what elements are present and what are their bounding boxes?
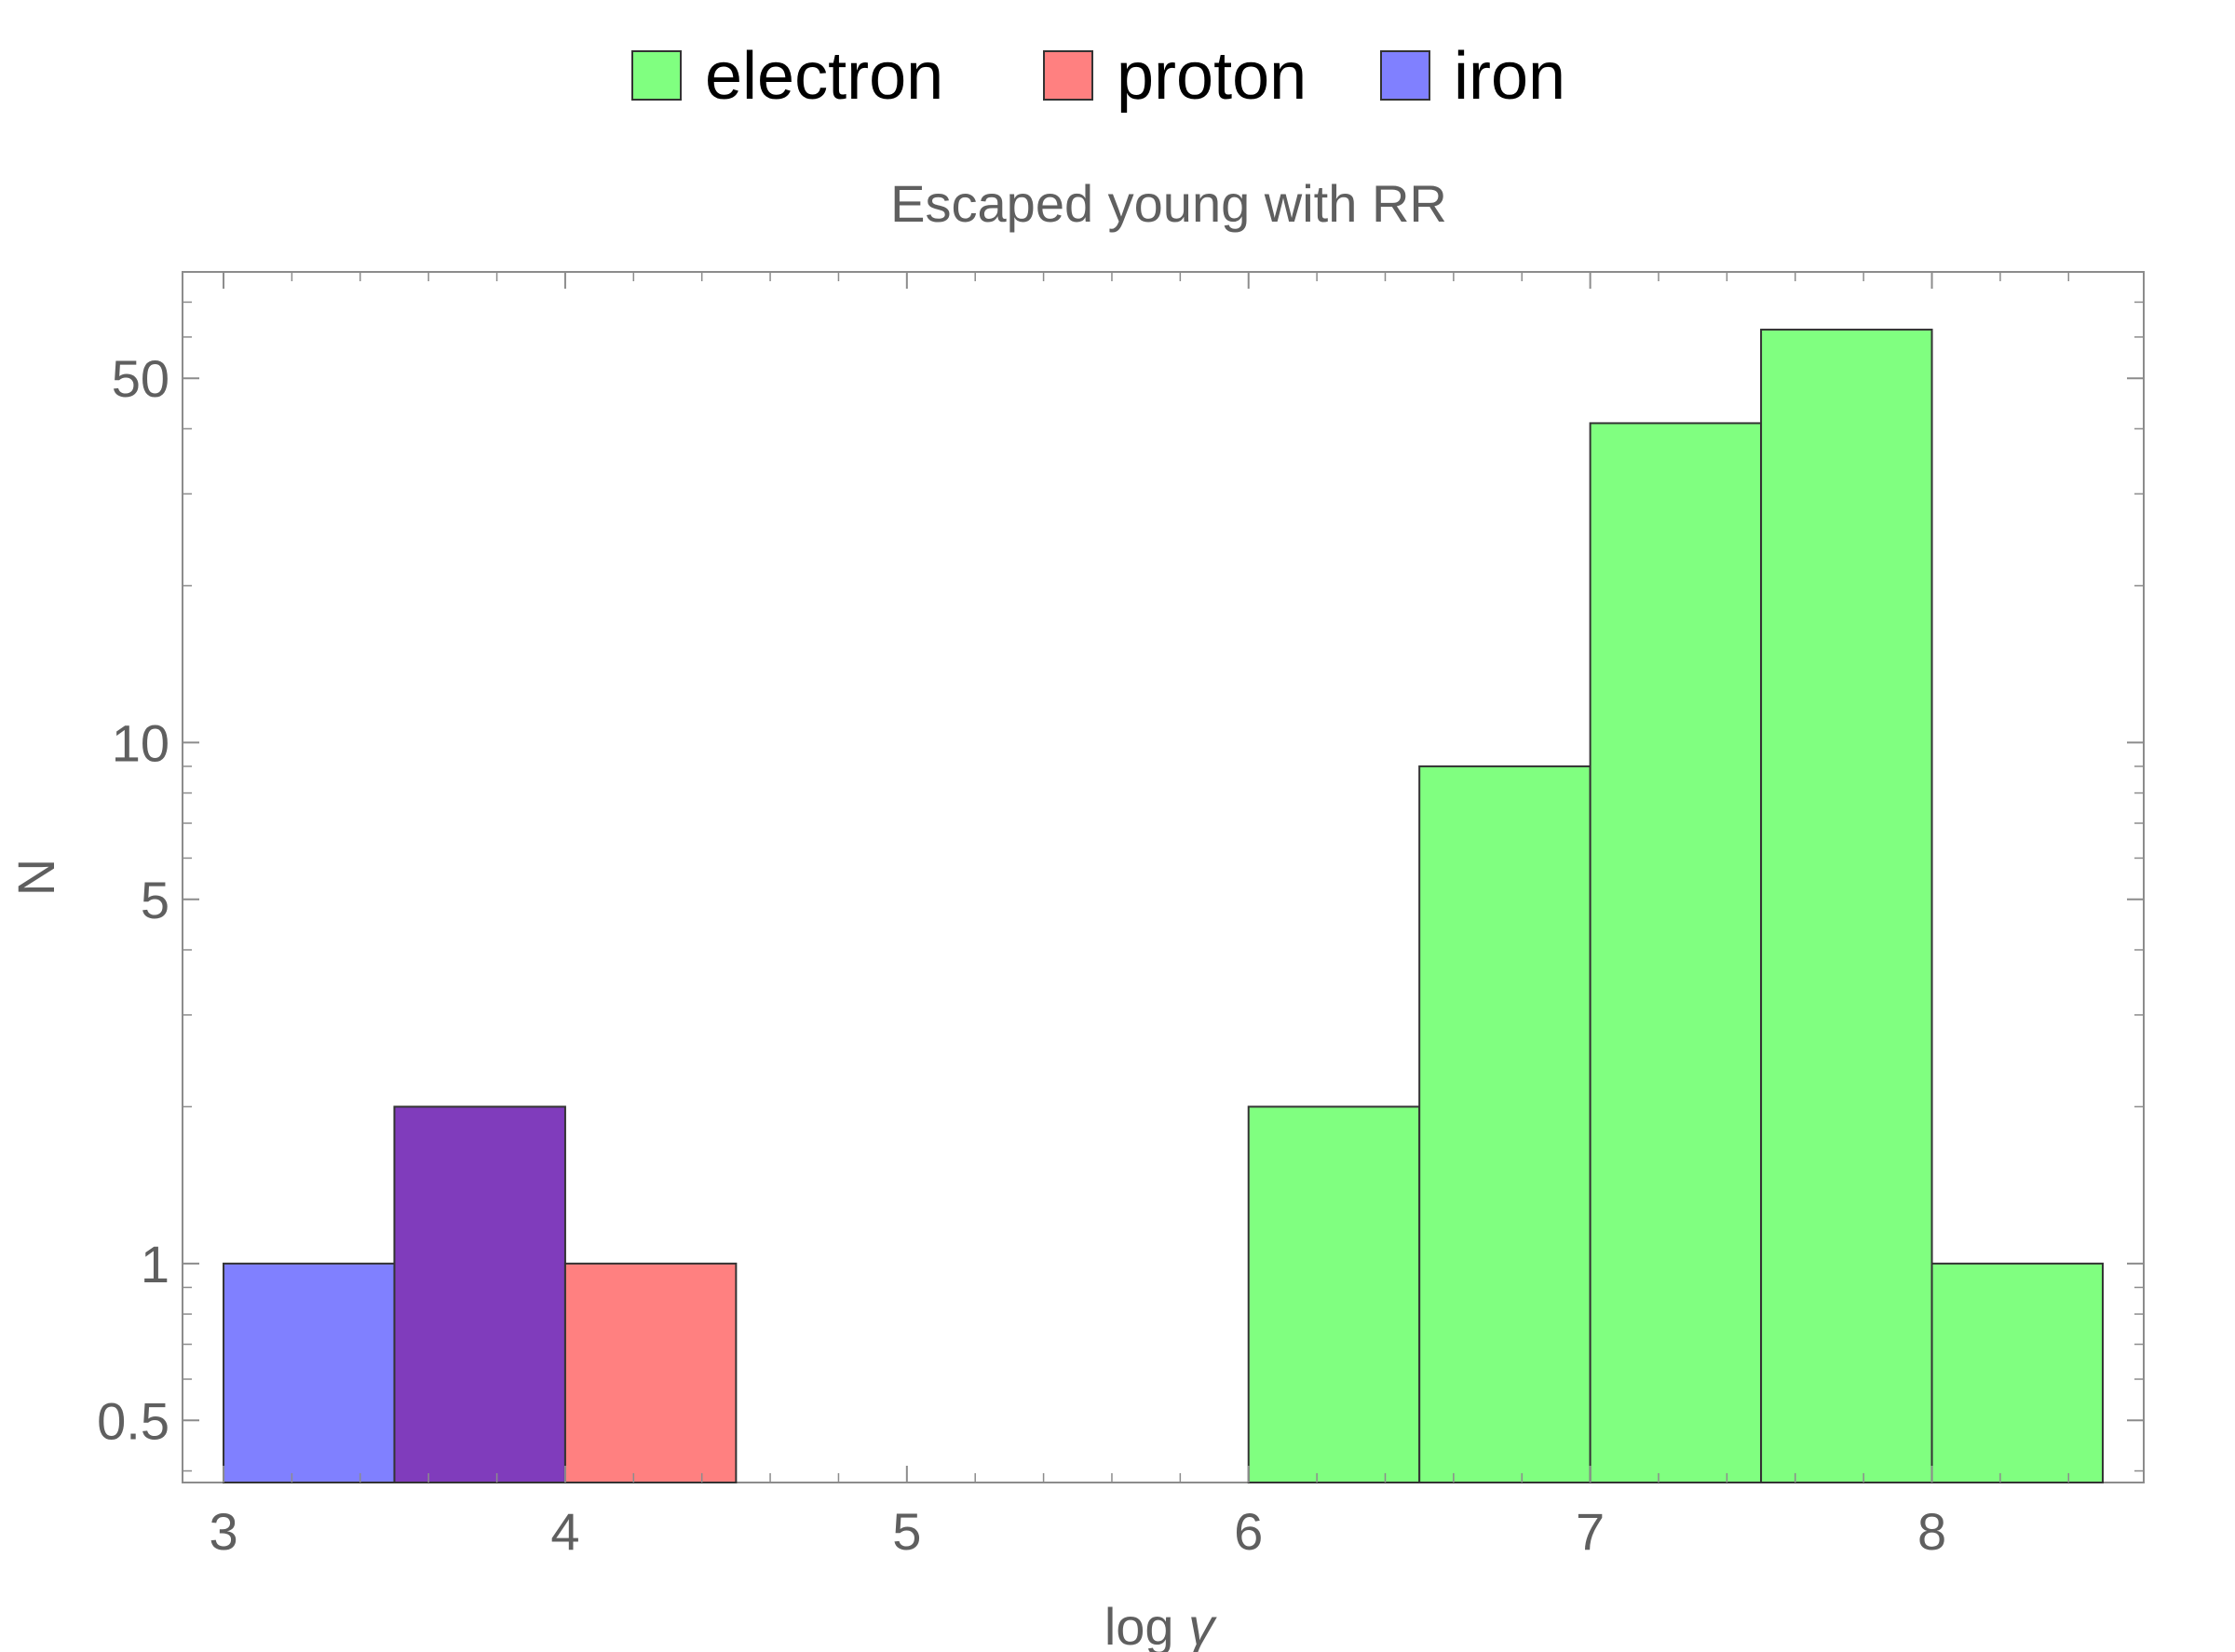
bar-electron-7 <box>1589 422 1763 1483</box>
bar-proton-iron-overlap-3.5 <box>393 1105 566 1483</box>
y-tick-label: 5 <box>141 871 169 929</box>
legend-item-proton: proton <box>1043 39 1307 114</box>
y-tick-label: 50 <box>112 349 169 408</box>
legend: electron proton iron <box>631 39 1565 114</box>
bar-proton-4 <box>563 1262 738 1483</box>
x-tick-label: 5 <box>892 1502 921 1561</box>
bar-electron-6 <box>1247 1105 1421 1483</box>
x-tick-label: 3 <box>209 1502 237 1561</box>
x-axis-label-text: log <box>1104 1597 1188 1652</box>
legend-label-proton: proton <box>1117 39 1307 114</box>
x-axis-label: log γ <box>1104 1597 1217 1652</box>
legend-item-iron: iron <box>1380 39 1565 114</box>
legend-swatch-electron <box>631 50 682 101</box>
legend-label-iron: iron <box>1454 39 1565 114</box>
legend-label-electron: electron <box>705 39 943 114</box>
bar-electron-7.5 <box>1760 328 1933 1484</box>
axis-tick-labels: 3 4 5 6 7 8 0.5 1 5 10 50 <box>97 349 1946 1561</box>
y-tick-label: 0.5 <box>97 1391 169 1450</box>
histogram-bars <box>223 328 2104 1484</box>
bar-iron-3 <box>223 1262 396 1483</box>
legend-swatch-iron <box>1380 50 1430 101</box>
x-tick-label: 4 <box>550 1502 579 1561</box>
y-axis-label: N <box>7 859 65 896</box>
x-tick-label: 6 <box>1234 1502 1263 1561</box>
chart-title: Escaped young with RR <box>890 174 1447 233</box>
plot-frame <box>182 271 2145 1483</box>
y-tick-label: 1 <box>141 1235 169 1293</box>
legend-swatch-proton <box>1043 50 1093 101</box>
bar-electron-6.5 <box>1418 765 1592 1483</box>
bar-electron-8 <box>1930 1262 2104 1483</box>
x-axis-label-symbol: γ <box>1188 1597 1217 1652</box>
x-tick-label: 8 <box>1917 1502 1946 1561</box>
legend-item-electron: electron <box>631 39 943 114</box>
y-tick-label: 10 <box>112 713 169 772</box>
x-tick-label: 7 <box>1576 1502 1605 1561</box>
axis-ticks <box>183 272 2144 1483</box>
